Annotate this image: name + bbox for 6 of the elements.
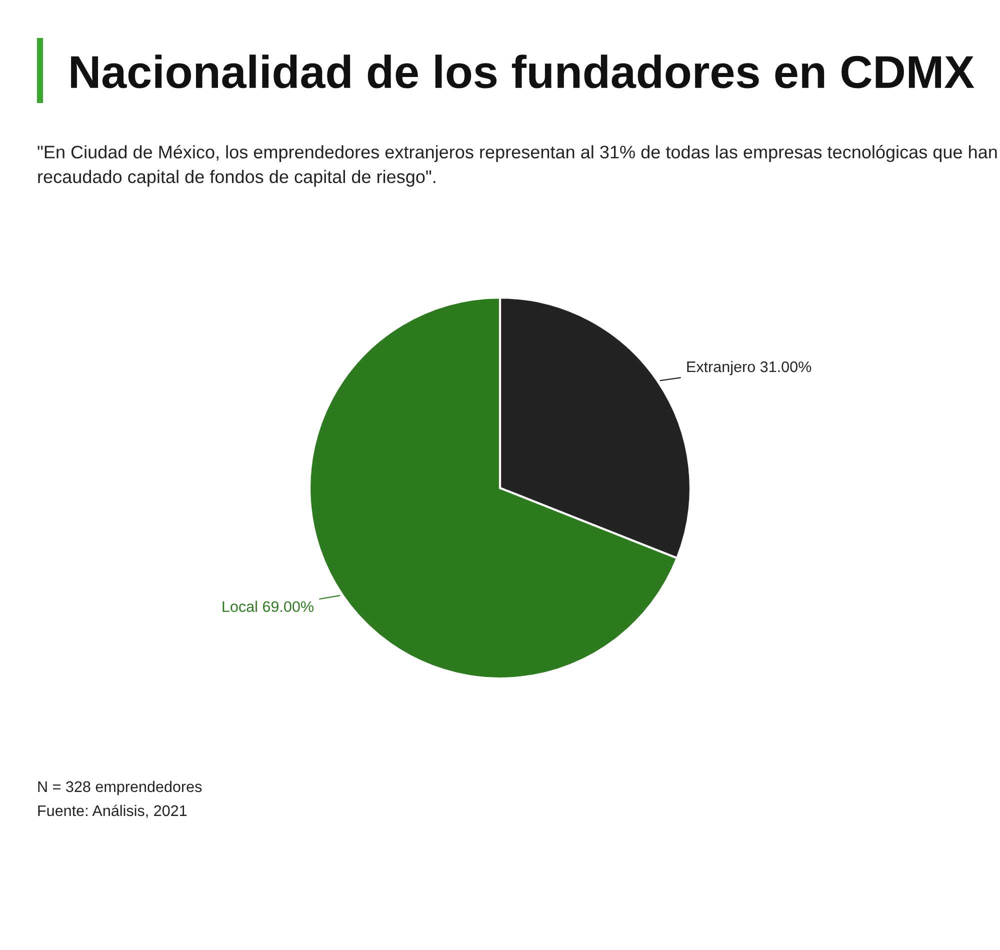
chart-title: Nacionalidad de los fundadores en CDMX bbox=[71, 54, 974, 88]
slice-label: Local 69.00% bbox=[222, 600, 314, 612]
chart-subtitle: "En Ciudad de México, los emprendedores extranjeros representan al 31% de todas las empresas tecnológicas que han recaudado capital de fondos de capital de riesgo". bbox=[38, 145, 997, 187]
source-note: Fuente: Análisis, 2021 bbox=[38, 804, 187, 818]
text: N = 328 emprendedores bbox=[38, 780, 202, 796]
slice-label: Extranjero 31.00% bbox=[687, 360, 812, 376]
